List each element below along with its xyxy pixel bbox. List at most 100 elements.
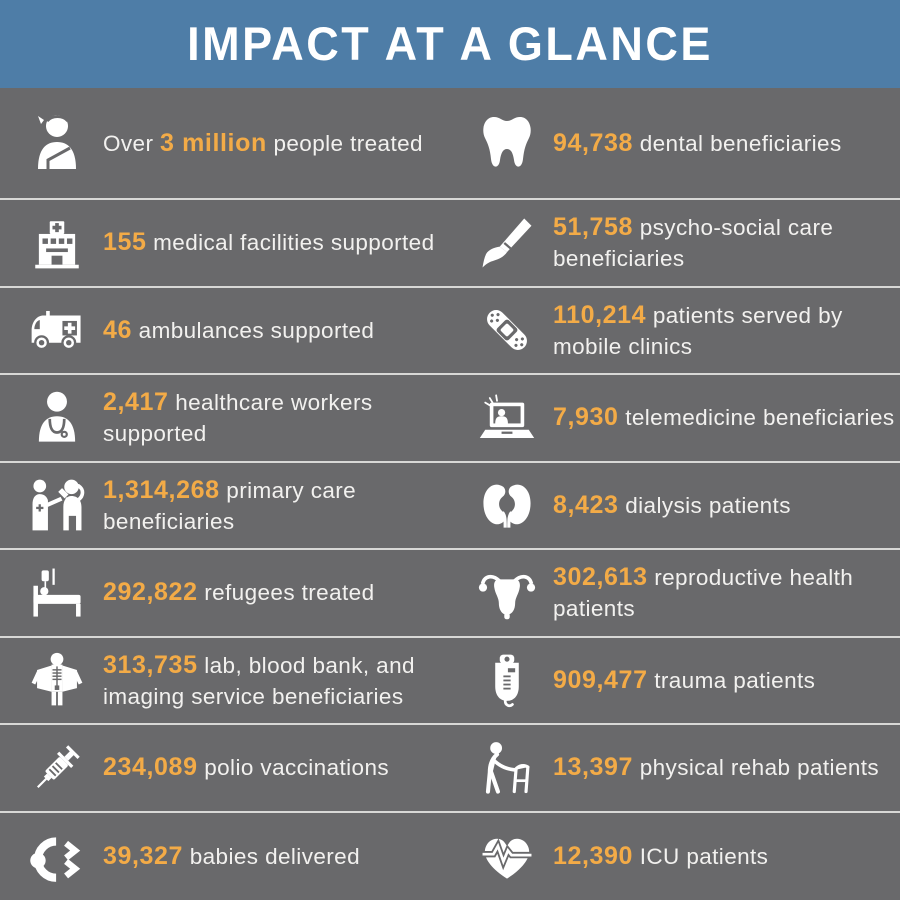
vaccination-icon bbox=[24, 472, 90, 538]
syringe-icon bbox=[24, 735, 90, 801]
stat-label: ambulances supported bbox=[132, 317, 375, 343]
healthcare-worker-icon bbox=[24, 385, 90, 451]
stat-value: 12,390 bbox=[553, 841, 634, 870]
stat-prefix: Over bbox=[103, 130, 161, 156]
stat-text: 110,214 patients served by mobile clinic… bbox=[553, 299, 899, 362]
stat-text: 7,930 telemedicine beneficiaries bbox=[553, 401, 895, 434]
heart-ecg-icon bbox=[474, 823, 540, 889]
stat-value: 94,738 bbox=[553, 128, 634, 157]
stat-text: 234,089 polio vaccinations bbox=[103, 751, 389, 784]
stat-text: 46 ambulances supported bbox=[103, 314, 374, 347]
xray-icon bbox=[24, 647, 90, 713]
stat-label: patients served by mobile clinics bbox=[553, 302, 843, 359]
stat-label: polio vaccinations bbox=[197, 755, 390, 781]
stat-label: lab, blood bank, and imaging service ben… bbox=[103, 652, 415, 709]
stat-text: 39,327 babies delivered bbox=[103, 840, 360, 873]
kidneys-icon bbox=[474, 472, 540, 538]
stat-cell: 13,397 physical rehab patients bbox=[450, 725, 900, 811]
stat-value: 1,314,268 bbox=[103, 475, 220, 504]
stat-label: babies delivered bbox=[183, 843, 360, 869]
baby-icon bbox=[24, 823, 90, 889]
stat-text: 302,613 reproductive health patients bbox=[553, 561, 899, 624]
stat-cell: 2,417 healthcare workers supported bbox=[0, 375, 450, 461]
stat-value: 3 million bbox=[160, 128, 267, 157]
hospital-icon bbox=[24, 210, 90, 276]
stat-row: 46 ambulances supported 110,214 patients … bbox=[0, 288, 900, 375]
stat-cell: 7,930 telemedicine beneficiaries bbox=[450, 375, 900, 461]
bandage-icon bbox=[474, 297, 540, 363]
stat-cell: 292,822 refugees treated bbox=[0, 550, 450, 636]
stat-value: 234,089 bbox=[103, 753, 198, 782]
stat-cell: 46 ambulances supported bbox=[0, 288, 450, 374]
page-title: IMPACT AT A GLANCE bbox=[187, 16, 713, 71]
stat-label: ICU patients bbox=[633, 843, 769, 869]
stat-label: psycho-social care beneficiaries bbox=[553, 215, 834, 272]
stat-label: primary care beneficiaries bbox=[103, 477, 357, 534]
stat-text: Over 3 million people treated bbox=[103, 127, 423, 160]
stat-text: 13,397 physical rehab patients bbox=[553, 751, 879, 784]
stat-text: 292,822 refugees treated bbox=[103, 576, 375, 609]
stat-cell: 51,758 psycho-social care beneficiaries bbox=[450, 200, 900, 286]
stat-text: 313,735 lab, blood bank, and imaging ser… bbox=[103, 649, 449, 712]
stat-row: 155 medical facilities supported 51,758 p… bbox=[0, 200, 900, 288]
stat-value: 292,822 bbox=[103, 578, 198, 607]
stat-cell: 1,314,268 primary care beneficiaries bbox=[0, 463, 450, 549]
injured-person-icon bbox=[24, 110, 90, 176]
stat-text: 155 medical facilities supported bbox=[103, 226, 435, 259]
stat-value: 7,930 bbox=[553, 403, 619, 432]
stat-label: physical rehab patients bbox=[633, 755, 880, 781]
stat-text: 8,423 dialysis patients bbox=[553, 489, 791, 522]
stat-value: 155 bbox=[103, 228, 147, 257]
stat-row: 292,822 refugees treated 302,613 reproduc… bbox=[0, 550, 900, 638]
stat-text: 12,390 ICU patients bbox=[553, 840, 768, 873]
stat-text: 51,758 psycho-social care beneficiaries bbox=[553, 211, 899, 274]
stat-label: refugees treated bbox=[197, 580, 375, 606]
stat-value: 8,423 bbox=[553, 490, 619, 519]
iv-bag-icon bbox=[474, 647, 540, 713]
paintbrush-icon bbox=[474, 210, 540, 276]
stat-label: telemedicine beneficiaries bbox=[618, 405, 895, 431]
hospital-bed-icon bbox=[24, 560, 90, 626]
stat-value: 302,613 bbox=[553, 563, 648, 592]
stat-value: 313,735 bbox=[103, 650, 198, 679]
stat-value: 46 bbox=[103, 315, 133, 344]
stat-label: dental beneficiaries bbox=[633, 130, 842, 156]
stat-text: 1,314,268 primary care beneficiaries bbox=[103, 474, 449, 537]
stat-label: healthcare workers supported bbox=[103, 390, 373, 447]
stat-label: dialysis patients bbox=[618, 492, 791, 518]
stat-label: people treated bbox=[266, 130, 423, 156]
stat-row: 313,735 lab, blood bank, and imaging ser… bbox=[0, 638, 900, 725]
stat-text: 2,417 healthcare workers supported bbox=[103, 386, 449, 449]
stat-label: trauma patients bbox=[647, 667, 816, 693]
stats-grid: Over 3 million people treated 94,738 dent… bbox=[0, 88, 900, 900]
telemedicine-icon bbox=[474, 385, 540, 451]
stat-cell: 234,089 polio vaccinations bbox=[0, 725, 450, 811]
stat-text: 909,477 trauma patients bbox=[553, 664, 815, 697]
stat-value: 909,477 bbox=[553, 665, 648, 694]
stat-value: 13,397 bbox=[553, 753, 634, 782]
stat-label: medical facilities supported bbox=[146, 230, 435, 256]
stat-row: Over 3 million people treated 94,738 dent… bbox=[0, 88, 900, 200]
stat-cell: 8,423 dialysis patients bbox=[450, 463, 900, 549]
stat-cell: 909,477 trauma patients bbox=[450, 638, 900, 724]
stat-value: 51,758 bbox=[553, 213, 634, 242]
stat-cell: 155 medical facilities supported bbox=[0, 200, 450, 286]
stat-cell: Over 3 million people treated bbox=[0, 88, 450, 198]
stat-value: 2,417 bbox=[103, 388, 169, 417]
stat-row: 39,327 babies delivered 12,390 ICU patien… bbox=[0, 813, 900, 900]
stat-value: 39,327 bbox=[103, 841, 184, 870]
stat-value: 110,214 bbox=[553, 300, 647, 329]
stat-cell: 12,390 ICU patients bbox=[450, 813, 900, 900]
stat-row: 1,314,268 primary care beneficiaries 8,42… bbox=[0, 463, 900, 550]
stat-cell: 110,214 patients served by mobile clinic… bbox=[450, 288, 900, 374]
stat-row: 234,089 polio vaccinations 13,397 physica… bbox=[0, 725, 900, 813]
stat-row: 2,417 healthcare workers supported 7,930 … bbox=[0, 375, 900, 463]
header-bar: IMPACT AT A GLANCE bbox=[0, 0, 900, 88]
tooth-icon bbox=[474, 110, 540, 176]
uterus-icon bbox=[474, 560, 540, 626]
stat-label: reproductive health patients bbox=[553, 565, 854, 622]
walker-icon bbox=[474, 735, 540, 801]
ambulance-icon bbox=[24, 297, 90, 363]
stat-cell: 39,327 babies delivered bbox=[0, 813, 450, 900]
stat-cell: 94,738 dental beneficiaries bbox=[450, 88, 900, 198]
